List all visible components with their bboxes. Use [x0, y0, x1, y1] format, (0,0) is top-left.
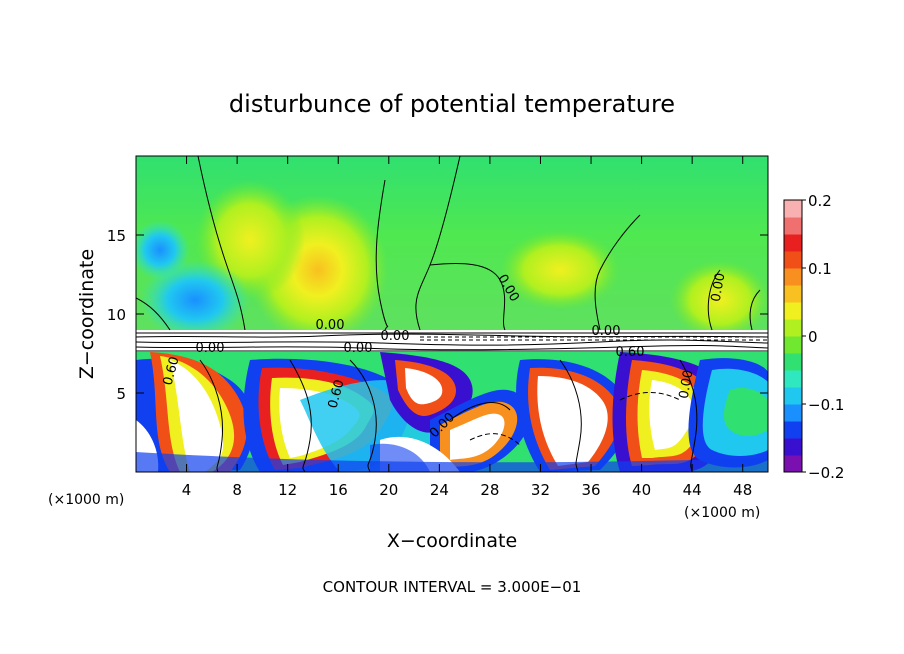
x-tick-label: 32	[531, 481, 550, 499]
contour-label: 0.00	[677, 369, 697, 400]
colorbar-swatch	[784, 370, 802, 388]
y-axis-label: Z−coordinate	[76, 249, 98, 379]
colorbar-tick-label: 0.2	[808, 192, 832, 210]
x-axis-unit-right: (×1000 m)	[684, 505, 760, 521]
contour-label: 0.00	[381, 329, 410, 344]
x-tick-label: 20	[379, 481, 398, 499]
x-axis-unit-left: (×1000 m)	[48, 492, 124, 508]
colorbar-swatch	[784, 200, 802, 218]
x-tick-label: 24	[430, 481, 449, 499]
contour-label: 0.00	[316, 318, 345, 333]
contour-label: 0.00	[196, 341, 225, 356]
x-tick-label: 16	[329, 481, 348, 499]
y-tick-label: 5	[116, 385, 126, 403]
colorbar-swatch	[784, 319, 802, 337]
colorbar-swatch	[784, 217, 802, 235]
y-tick-label: 15	[107, 227, 126, 245]
x-tick-label: 12	[278, 481, 297, 499]
yellow-anomaly-mid	[500, 230, 620, 310]
contour-label: 0.60	[326, 378, 348, 410]
lower-blobs	[136, 352, 768, 472]
yellow-anomaly-right	[670, 260, 768, 340]
contour-lines	[136, 156, 761, 472]
colorbar-swatch	[784, 387, 802, 405]
colorbar-tick-label: 0.1	[808, 260, 832, 278]
contour-label: 0.00	[592, 324, 621, 339]
contour-label: 0.60	[161, 355, 183, 387]
y-tick-label: 10	[107, 306, 126, 324]
contour-interval-note: CONTOUR INTERVAL = 3.000E−01	[323, 578, 582, 596]
x-axis: 4 8 12 16 20 24 28 32 36 40 44 48	[182, 156, 752, 499]
x-tick-label: 44	[683, 481, 702, 499]
colorbar-tick-label: −0.2	[808, 464, 844, 482]
x-axis-label: X−coordinate	[387, 530, 517, 552]
colorbar-swatch	[784, 336, 802, 354]
cool-anomaly-left	[140, 260, 250, 340]
x-tick-label: 4	[182, 481, 192, 499]
colorbar-swatch	[784, 302, 802, 320]
colorbar-swatch	[784, 268, 802, 286]
colorbar: 0.2 0.1 0 −0.1 −0.2	[783, 192, 844, 482]
x-tick-label: 40	[632, 481, 651, 499]
x-tick-label: 48	[733, 481, 752, 499]
y-axis: 5 10 15	[107, 227, 768, 403]
cool-anomaly-left-2	[136, 220, 190, 280]
inversion-contours	[136, 332, 768, 352]
colorbar-swatch	[784, 421, 802, 439]
colorbar-swatch	[784, 251, 802, 269]
contour-label: 0.00	[344, 341, 373, 356]
x-tick-label: 36	[581, 481, 600, 499]
x-tick-label: 8	[232, 481, 242, 499]
colorbar-swatch	[784, 353, 802, 371]
colorbar-swatch	[784, 234, 802, 252]
plot-area	[136, 156, 768, 472]
contour-label: 0.00	[709, 272, 729, 303]
contour-label: 0.60	[616, 345, 645, 360]
x-tick-label: 28	[480, 481, 499, 499]
colorbar-tick-label: −0.1	[808, 396, 844, 414]
colorbar-swatch	[784, 455, 802, 473]
colorbar-tick-label: 0	[808, 328, 818, 346]
colorbar-swatch	[784, 404, 802, 422]
colorbar-swatch	[784, 438, 802, 456]
chart-title: disturbunce of potential temperature	[229, 90, 675, 118]
colorbar-swatch	[784, 285, 802, 303]
